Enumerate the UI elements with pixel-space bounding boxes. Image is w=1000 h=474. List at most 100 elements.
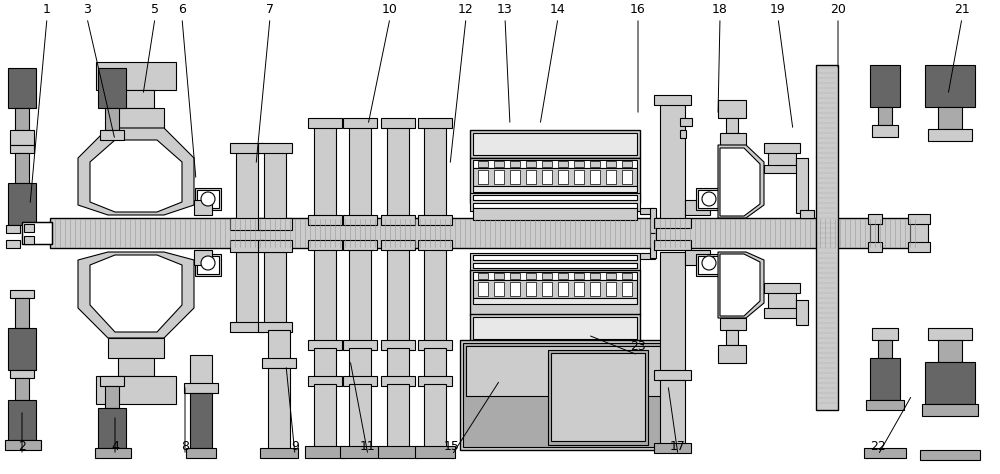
Bar	[108, 338, 164, 358]
Bar	[15, 298, 29, 328]
Bar	[622, 161, 632, 167]
Bar	[606, 161, 616, 167]
Polygon shape	[194, 200, 212, 215]
Polygon shape	[685, 200, 710, 215]
Bar	[796, 300, 808, 325]
Text: 5: 5	[151, 3, 159, 16]
Text: 15: 15	[444, 440, 460, 453]
Bar	[8, 400, 36, 440]
Polygon shape	[718, 252, 764, 318]
Bar	[258, 143, 292, 153]
Bar	[195, 254, 221, 276]
Bar	[268, 368, 290, 450]
Bar	[510, 170, 520, 184]
Text: 8: 8	[181, 440, 189, 453]
Bar	[650, 233, 656, 258]
Bar	[424, 248, 446, 341]
Bar	[381, 240, 415, 250]
Bar	[590, 273, 600, 279]
Bar	[590, 170, 600, 184]
Bar	[190, 393, 212, 448]
Circle shape	[702, 192, 716, 206]
Bar	[872, 328, 898, 340]
Bar	[473, 203, 637, 208]
Bar	[314, 248, 336, 341]
Bar	[470, 193, 640, 211]
Bar	[800, 210, 814, 218]
Bar	[10, 290, 34, 298]
Bar	[98, 68, 126, 108]
Bar	[720, 318, 746, 330]
Bar	[478, 282, 488, 296]
Bar	[10, 370, 34, 378]
Bar	[478, 273, 488, 279]
Bar	[470, 130, 640, 158]
Bar	[418, 118, 452, 128]
Polygon shape	[78, 128, 194, 215]
Bar	[381, 376, 415, 386]
Circle shape	[201, 256, 215, 270]
Bar	[764, 143, 800, 153]
Bar	[606, 282, 616, 296]
Bar	[15, 378, 29, 400]
Bar	[510, 282, 520, 296]
Bar	[258, 322, 292, 332]
Text: 4: 4	[111, 440, 119, 453]
Bar	[10, 145, 34, 153]
Bar	[473, 133, 637, 155]
Polygon shape	[90, 140, 182, 212]
Bar	[258, 218, 292, 230]
Bar	[768, 290, 796, 310]
Bar	[558, 161, 568, 167]
Bar	[574, 170, 584, 184]
Bar	[340, 446, 380, 458]
Bar	[473, 317, 637, 339]
Text: 20: 20	[830, 3, 846, 16]
Bar	[548, 350, 648, 445]
Bar	[606, 170, 616, 184]
Bar	[343, 240, 377, 250]
Bar	[230, 143, 264, 153]
Bar	[878, 340, 892, 358]
Bar	[387, 348, 409, 378]
Bar	[98, 408, 126, 448]
Text: 17: 17	[670, 440, 686, 453]
Bar	[308, 240, 342, 250]
Bar	[938, 340, 962, 362]
Bar	[96, 62, 176, 90]
Bar	[473, 208, 637, 220]
Bar	[574, 273, 584, 279]
Bar	[343, 215, 377, 225]
Bar	[542, 161, 552, 167]
Bar	[236, 252, 258, 324]
Circle shape	[201, 192, 215, 206]
Bar	[473, 280, 637, 298]
Bar	[118, 90, 154, 108]
Bar	[764, 165, 800, 173]
Text: 16: 16	[630, 3, 646, 16]
Bar	[870, 65, 900, 107]
Bar	[622, 170, 632, 184]
Bar	[463, 343, 667, 447]
Bar	[494, 282, 504, 296]
Bar	[308, 215, 342, 225]
Bar	[418, 215, 452, 225]
Bar	[195, 188, 221, 210]
Bar	[314, 125, 336, 218]
Bar	[764, 308, 800, 318]
Bar	[868, 242, 882, 252]
Bar	[190, 355, 212, 385]
Polygon shape	[90, 255, 182, 332]
Text: 12: 12	[458, 3, 474, 16]
Bar	[343, 376, 377, 386]
Bar	[494, 170, 504, 184]
Bar	[574, 161, 584, 167]
Bar	[470, 158, 640, 203]
Bar	[864, 448, 906, 458]
Bar	[10, 130, 34, 145]
Polygon shape	[718, 145, 764, 218]
Bar	[230, 240, 264, 252]
Bar	[920, 450, 980, 460]
Bar	[622, 273, 632, 279]
Bar	[184, 383, 218, 393]
